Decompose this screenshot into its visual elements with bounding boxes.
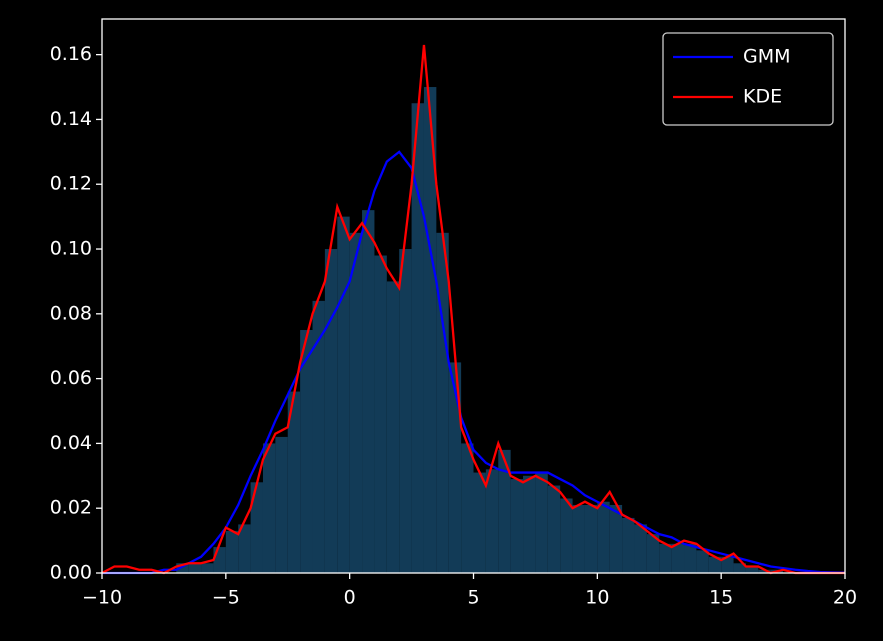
histogram-bar bbox=[287, 391, 301, 573]
histogram-bar bbox=[708, 556, 722, 573]
histogram-bar bbox=[275, 436, 288, 573]
histogram-bar bbox=[634, 524, 647, 573]
histogram-bar bbox=[337, 216, 350, 573]
histogram-bar bbox=[646, 534, 660, 573]
histogram-bar bbox=[609, 504, 623, 573]
histogram-bar bbox=[436, 232, 449, 573]
histogram-bar bbox=[262, 443, 276, 573]
histogram-bar bbox=[671, 543, 685, 573]
histogram-bar bbox=[423, 87, 437, 573]
y-tick-label: 0.04 bbox=[50, 432, 92, 454]
histogram-bar bbox=[560, 498, 573, 573]
histogram-bar bbox=[324, 249, 338, 574]
histogram-bar bbox=[188, 563, 202, 573]
histogram-bar bbox=[362, 210, 375, 574]
histogram-bar bbox=[758, 569, 771, 573]
histogram-bar bbox=[461, 443, 474, 573]
x-tick-label: 20 bbox=[833, 587, 857, 609]
y-tick-label: 0.10 bbox=[50, 238, 92, 260]
histogram-bar bbox=[523, 475, 536, 573]
histogram-bar bbox=[374, 255, 387, 573]
histogram-bar bbox=[238, 524, 251, 573]
histogram-bar bbox=[684, 543, 697, 573]
x-tick-label: 0 bbox=[344, 587, 356, 609]
histogram-bar bbox=[386, 281, 400, 573]
x-tick-label: 15 bbox=[709, 587, 733, 609]
histogram-bar bbox=[547, 485, 561, 573]
y-tick-label: 0.16 bbox=[50, 43, 92, 65]
histogram-bar bbox=[535, 472, 548, 573]
histogram-bar bbox=[584, 504, 598, 573]
histogram-bar bbox=[498, 449, 511, 573]
y-tick-label: 0.00 bbox=[50, 562, 92, 584]
x-tick-label: −10 bbox=[82, 587, 122, 609]
histogram-bar bbox=[225, 530, 239, 573]
y-tick-label: 0.08 bbox=[50, 302, 92, 324]
histogram-bar bbox=[213, 547, 226, 573]
histogram-bar bbox=[250, 482, 263, 573]
histogram-bar bbox=[448, 362, 462, 573]
histogram-bar bbox=[300, 330, 313, 573]
histogram-bar bbox=[721, 556, 734, 573]
histogram-bar bbox=[733, 563, 746, 573]
histogram-bar bbox=[201, 563, 214, 573]
histogram-bar bbox=[659, 543, 672, 573]
histogram-bar bbox=[473, 472, 486, 573]
histogram-bar bbox=[411, 103, 424, 573]
histogram-bar bbox=[349, 232, 363, 573]
histogram-bar bbox=[572, 504, 585, 573]
y-tick-label: 0.12 bbox=[50, 173, 92, 195]
x-tick-label: 10 bbox=[585, 587, 609, 609]
histogram-bar bbox=[485, 469, 499, 573]
histogram-bar bbox=[597, 501, 610, 573]
histogram-bar bbox=[399, 249, 412, 574]
histogram-bar bbox=[622, 517, 635, 573]
line bbox=[101, 44, 845, 575]
histogram-bar bbox=[745, 566, 759, 573]
y-tick-label: 0.06 bbox=[50, 367, 92, 389]
histogram-bar bbox=[510, 479, 524, 573]
x-tick-label: 5 bbox=[467, 587, 479, 609]
x-tick-label: −5 bbox=[212, 587, 240, 609]
y-tick-label: 0.14 bbox=[50, 108, 92, 130]
y-tick-label: 0.02 bbox=[50, 497, 92, 519]
histogram-bar bbox=[696, 550, 709, 573]
legend-label: KDE bbox=[743, 86, 782, 108]
histogram-bar bbox=[312, 300, 325, 573]
legend-label: GMM bbox=[743, 46, 791, 68]
histogram-bar bbox=[176, 563, 189, 573]
